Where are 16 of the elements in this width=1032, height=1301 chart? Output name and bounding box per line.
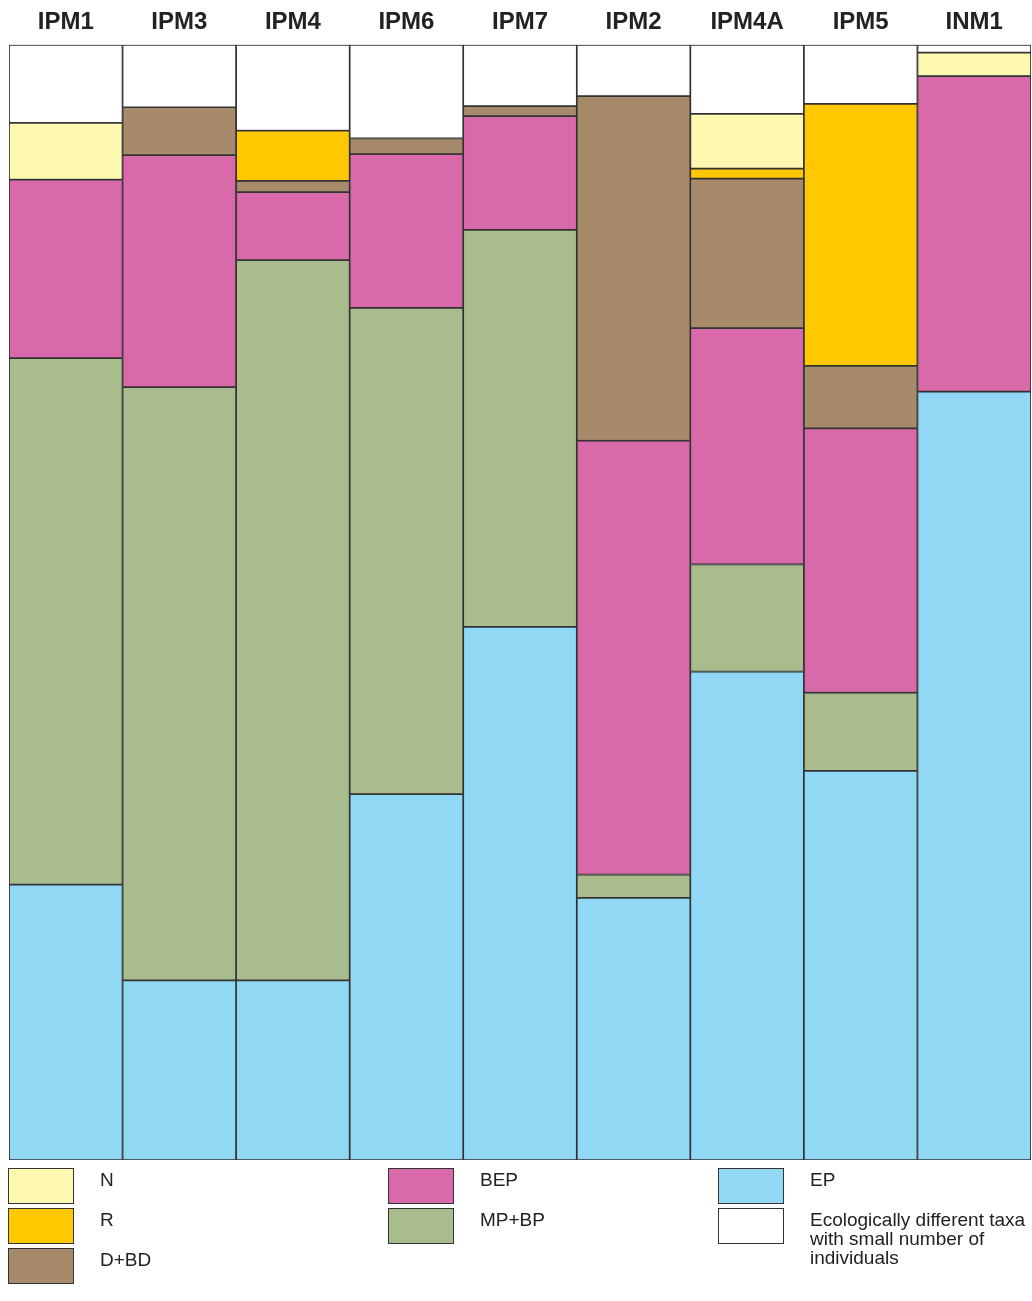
legend-label: Ecologically different taxa with small number of individuals (810, 1209, 1027, 1268)
legend-label: BEP (480, 1169, 519, 1190)
x-tick-label: IPM2 (605, 7, 662, 35)
x-tick-label: IPM6 (378, 7, 435, 35)
legend-label: R (100, 1209, 114, 1230)
legend-label: N (100, 1169, 114, 1190)
legend-label: D+BD (100, 1249, 152, 1270)
x-tick-label: IPM3 (151, 7, 208, 35)
x-tick-label: IPM4 (264, 7, 322, 35)
x-tick-label: IPM5 (832, 7, 889, 35)
x-tick-label: INM1 (945, 7, 1003, 35)
x-tick-label: IPM4A (710, 7, 784, 35)
series-label: EP (810, 1169, 836, 1190)
x-tick-label: IPM1 (37, 7, 94, 35)
x-tick-label: IPM7 (491, 7, 549, 35)
legend-label: MP+BP (480, 1209, 545, 1230)
